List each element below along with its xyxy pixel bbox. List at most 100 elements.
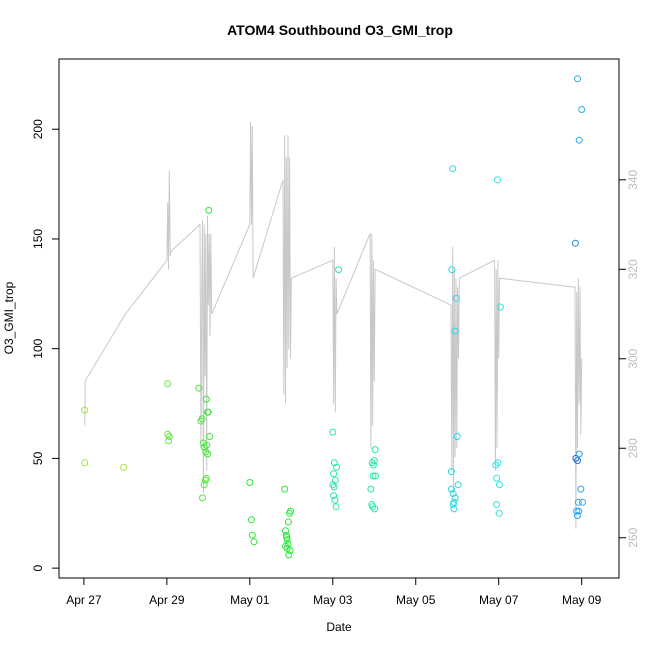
- y-tick-label: 150: [31, 229, 45, 249]
- data-point: [281, 485, 289, 493]
- data-point: [164, 380, 172, 388]
- data-point: [454, 481, 462, 489]
- data-point: [578, 106, 586, 113]
- right-y-tick-label: 280: [626, 438, 640, 458]
- x-tick-label: May 01: [230, 593, 270, 607]
- data-point: [330, 470, 338, 478]
- data-point: [452, 294, 460, 302]
- data-point: [494, 459, 502, 467]
- data-point: [284, 518, 292, 526]
- data-point: [577, 485, 585, 493]
- data-point: [164, 430, 172, 438]
- data-point: [204, 408, 212, 416]
- data-point: [81, 406, 89, 414]
- x-axis: Apr 27 Apr 29 May 01 May 03 May 05 May 07 May …: [66, 577, 602, 607]
- data-point: [369, 472, 377, 480]
- data-point: [451, 327, 459, 335]
- right-y-axis: 260 280 300 320 340: [618, 169, 640, 548]
- data-point: [449, 501, 457, 508]
- data-point: [199, 494, 206, 502]
- data-point: [579, 498, 586, 506]
- data-point: [81, 459, 89, 467]
- right-y-tick-label: 260: [626, 527, 640, 547]
- data-point: [202, 474, 210, 482]
- data-point: [450, 505, 458, 513]
- y-tick-label: 50: [31, 451, 45, 465]
- series-line: [84, 121, 583, 529]
- data-point: [453, 433, 461, 440]
- x-tick-label: May 07: [479, 593, 519, 607]
- data-point: [329, 428, 337, 436]
- data-point: [286, 547, 294, 555]
- data-point: [248, 531, 256, 539]
- data-point: [202, 448, 210, 456]
- data-point: [369, 461, 377, 469]
- y-tick-label: 0: [31, 564, 45, 571]
- data-point: [335, 266, 343, 274]
- data-point: [449, 165, 457, 173]
- data-point: [574, 457, 581, 465]
- data-point: [492, 461, 500, 469]
- data-point: [287, 507, 294, 515]
- data-point: [367, 485, 375, 493]
- data-point: [330, 483, 338, 491]
- data-point: [333, 463, 340, 471]
- data-point: [204, 450, 211, 458]
- x-axis-label: Date: [326, 620, 352, 634]
- data-point: [449, 490, 457, 497]
- x-tick-label: May 09: [562, 593, 602, 607]
- data-point: [206, 433, 214, 440]
- data-point: [573, 507, 581, 515]
- data-point: [248, 516, 255, 524]
- data-point: [575, 507, 583, 515]
- x-tick-label: Apr 27: [66, 593, 102, 607]
- data-point: [451, 494, 459, 502]
- right-y-tick-label: 300: [626, 348, 640, 368]
- data-point: [120, 463, 128, 471]
- data-point: [371, 505, 379, 513]
- data-point: [165, 433, 173, 440]
- data-point: [447, 468, 455, 476]
- data-point: [495, 509, 503, 517]
- x-tick-label: May 03: [313, 593, 353, 607]
- data-point: [282, 527, 289, 535]
- y-tick-label: 100: [31, 338, 45, 358]
- data-point: [571, 239, 579, 247]
- data-point: [200, 481, 208, 489]
- data-point: [331, 476, 339, 484]
- y-axis-label: O3_GMI_trop: [2, 281, 16, 354]
- data-point: [371, 446, 379, 454]
- right-y-tick-label: 340: [626, 169, 640, 189]
- x-tick-label: May 05: [396, 593, 436, 607]
- y-tick-label: 200: [31, 119, 45, 139]
- data-point: [575, 450, 583, 458]
- plot-frame: [58, 58, 620, 579]
- data-point: [202, 395, 210, 403]
- data-point: [572, 454, 580, 462]
- data-point: [282, 542, 289, 550]
- data-point: [332, 503, 340, 511]
- data-point: [448, 266, 456, 274]
- data-point: [283, 533, 291, 541]
- data-point: [205, 206, 213, 214]
- data-point: [493, 501, 501, 508]
- data-point: [330, 459, 338, 467]
- data-point: [496, 303, 504, 311]
- data-point: [574, 512, 581, 519]
- chart-title: ATOM4 Southbound O3_GMI_trop: [227, 22, 453, 38]
- data-point: [493, 474, 501, 482]
- x-tick-label: Apr 29: [149, 593, 185, 607]
- data-point: [198, 415, 206, 423]
- data-point: [331, 496, 339, 504]
- data-point: [195, 384, 203, 392]
- right-axis-line-series: [84, 121, 583, 529]
- data-point: [575, 136, 583, 144]
- data-point: [370, 457, 378, 465]
- data-point: [203, 441, 211, 449]
- data-point: [574, 75, 581, 83]
- data-point: [574, 498, 582, 506]
- data-point: [285, 551, 293, 559]
- y-axis: 0 50 100 150 200: [31, 119, 60, 571]
- data-point: [372, 472, 379, 480]
